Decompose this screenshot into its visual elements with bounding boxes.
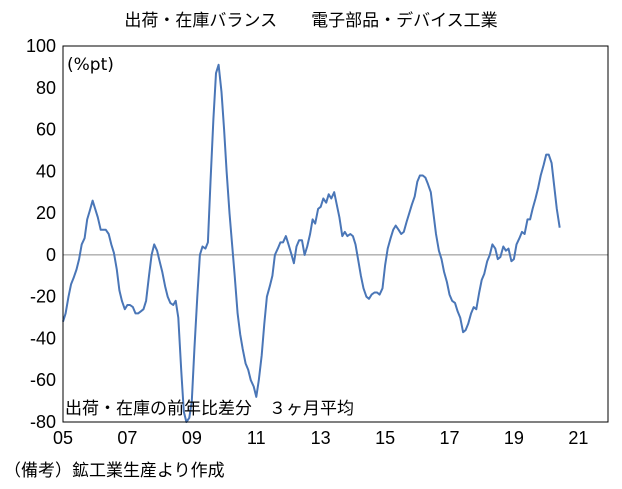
x-tick-label: 15 — [375, 428, 395, 448]
series-label: 出荷・在庫の前年比差分 ３ヶ月平均 — [65, 399, 354, 419]
x-tick-label: 19 — [504, 428, 524, 448]
y-tick-label: -20 — [30, 287, 56, 307]
x-tick-label: 09 — [182, 428, 202, 448]
y-tick-label: 40 — [36, 161, 56, 181]
chart-title: 出荷・在庫バランス 電子部品・デバイス工業 — [124, 11, 498, 31]
y-tick-label: 100 — [26, 36, 56, 56]
plot-area-frame — [62, 45, 609, 423]
y-tick-label: -40 — [30, 328, 56, 348]
x-tick-label: 07 — [117, 428, 137, 448]
source-note: （備考）鉱工業生産より作成 — [4, 461, 225, 481]
series-line — [62, 63, 561, 423]
y-tick-label: -60 — [30, 370, 56, 390]
unit-label: (%pt) — [67, 55, 114, 75]
y-axis-ticks: 100 80 60 40 20 0 -20 -40 -60 -80 — [26, 36, 56, 432]
y-tick-label: -80 — [30, 412, 56, 432]
x-tick-label: 21 — [568, 428, 588, 448]
y-tick-label: 0 — [46, 245, 56, 265]
x-tick-label: 11 — [247, 428, 266, 448]
x-tick-label: 17 — [440, 428, 460, 448]
y-tick-label: 60 — [36, 120, 56, 140]
x-tick-label: 05 — [53, 428, 73, 448]
x-axis-ticks: 05 07 09 11 13 15 17 19 21 — [53, 428, 588, 448]
y-tick-label: 20 — [36, 203, 56, 223]
x-tick-label: 13 — [311, 428, 331, 448]
y-tick-label: 80 — [36, 78, 56, 98]
